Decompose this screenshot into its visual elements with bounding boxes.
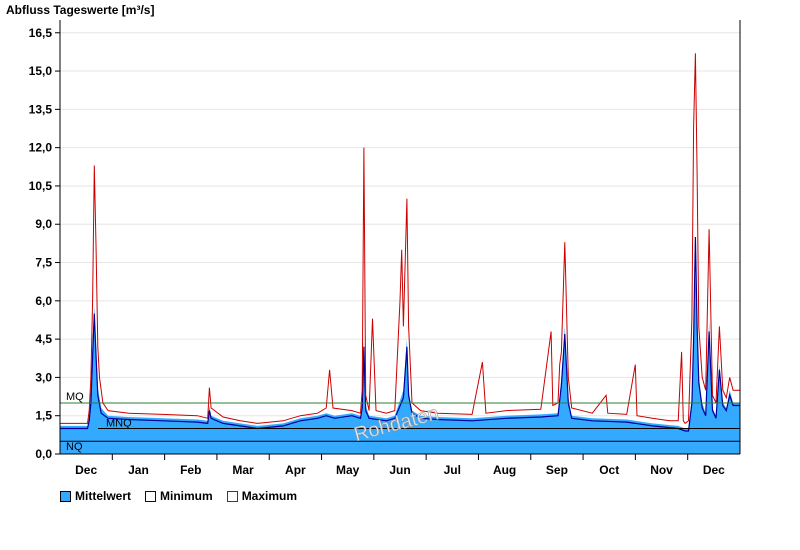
legend-label-mittelwert: Mittelwert: [75, 489, 132, 503]
ytick-label: 10,5: [29, 179, 53, 193]
reference-lines: MQ MNQ NQ: [60, 391, 740, 453]
series-layer: [60, 53, 740, 454]
legend-label-maximum: Maximum: [241, 489, 298, 503]
legend-item-maximum: Maximum: [226, 489, 298, 503]
ytick-label: 12,0: [29, 141, 53, 155]
legend-label-minimum: Minimum: [160, 489, 213, 503]
xtick-label: Dec: [703, 463, 725, 477]
legend-item-mittelwert: Mittelwert: [60, 489, 131, 503]
xtick-label: Nov: [650, 463, 673, 477]
ytick-label: 7,5: [35, 256, 52, 270]
chart-title: Abfluss Tageswerte [m³/s]: [6, 3, 154, 17]
xtick-label: Sep: [546, 463, 568, 477]
axes: 0,0 1,5 3,0 4,5 6,0 7,5 9,0 10,5 12,0 13,5 15,0 16,…: [29, 20, 741, 477]
ytick-label: 1,5: [35, 409, 52, 423]
xtick-label: Jun: [389, 463, 410, 477]
legend: Mittelwert Minimum Maximum: [60, 489, 297, 503]
ref-label-mq: MQ: [66, 391, 84, 403]
legend-swatch-minimum: [145, 490, 157, 502]
ytick-label: 0,0: [35, 447, 52, 461]
ref-label-mnq: MNQ: [106, 417, 132, 429]
xtick-label: Aug: [493, 463, 516, 477]
xtick-label: Jan: [128, 463, 149, 477]
ytick-label: 3,0: [35, 370, 52, 384]
xtick-label: Mar: [232, 463, 254, 477]
xtick-label: Feb: [180, 463, 201, 477]
legend-swatch-maximum: [226, 490, 238, 502]
ytick-label: 4,5: [35, 332, 52, 346]
series-line-maximum: [60, 53, 740, 425]
ytick-label: 9,0: [35, 217, 52, 231]
xtick-label: Jul: [444, 463, 461, 477]
ref-label-nq: NQ: [66, 441, 83, 453]
series-line-minimum: [60, 236, 740, 432]
xtick-label: May: [336, 463, 360, 477]
ytick-label: 16,5: [29, 26, 53, 40]
ytick-label: 15,0: [29, 64, 53, 78]
ytick-label: 13,5: [29, 102, 53, 116]
ytick-label: 6,0: [35, 294, 52, 308]
xtick-label: Dec: [75, 463, 97, 477]
xtick-label: Apr: [285, 463, 306, 477]
legend-swatch-mittelwert: [60, 490, 71, 502]
legend-item-minimum: Minimum: [145, 489, 213, 503]
gridlines: [60, 32, 740, 455]
xtick-label: Oct: [599, 463, 619, 477]
